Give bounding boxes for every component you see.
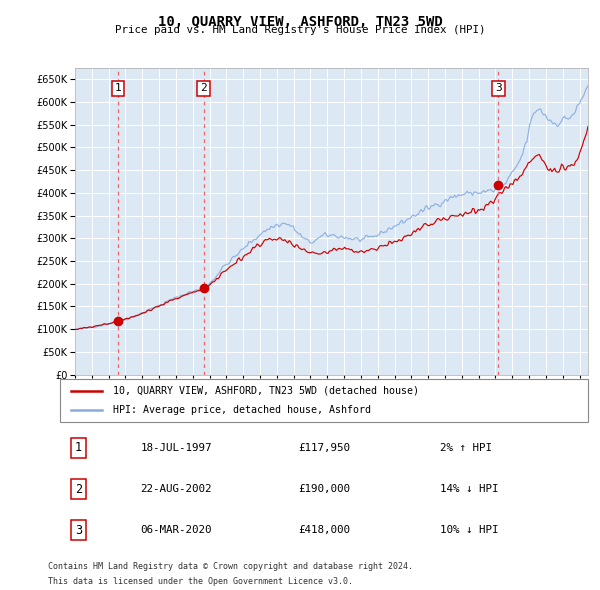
Text: 1: 1 (75, 441, 82, 454)
FancyBboxPatch shape (60, 379, 588, 422)
Text: 2% ↑ HPI: 2% ↑ HPI (440, 443, 492, 453)
Text: 3: 3 (495, 83, 502, 93)
Text: 3: 3 (75, 524, 82, 537)
Text: HPI: Average price, detached house, Ashford: HPI: Average price, detached house, Ashf… (113, 405, 371, 415)
Text: £117,950: £117,950 (298, 443, 350, 453)
Text: 2: 2 (200, 83, 207, 93)
Text: 14% ↓ HPI: 14% ↓ HPI (440, 484, 499, 494)
Text: 06-MAR-2020: 06-MAR-2020 (140, 526, 212, 535)
Text: Contains HM Land Registry data © Crown copyright and database right 2024.: Contains HM Land Registry data © Crown c… (48, 562, 413, 571)
Text: Price paid vs. HM Land Registry's House Price Index (HPI): Price paid vs. HM Land Registry's House … (115, 25, 485, 35)
Text: 10, QUARRY VIEW, ASHFORD, TN23 5WD: 10, QUARRY VIEW, ASHFORD, TN23 5WD (158, 15, 442, 29)
Text: 22-AUG-2002: 22-AUG-2002 (140, 484, 212, 494)
Text: £190,000: £190,000 (298, 484, 350, 494)
Text: 18-JUL-1997: 18-JUL-1997 (140, 443, 212, 453)
Text: 10% ↓ HPI: 10% ↓ HPI (440, 526, 499, 535)
Text: 10, QUARRY VIEW, ASHFORD, TN23 5WD (detached house): 10, QUARRY VIEW, ASHFORD, TN23 5WD (deta… (113, 386, 419, 396)
Text: 2: 2 (75, 483, 82, 496)
Text: 1: 1 (115, 83, 121, 93)
Text: This data is licensed under the Open Government Licence v3.0.: This data is licensed under the Open Gov… (48, 577, 353, 586)
Text: £418,000: £418,000 (298, 526, 350, 535)
